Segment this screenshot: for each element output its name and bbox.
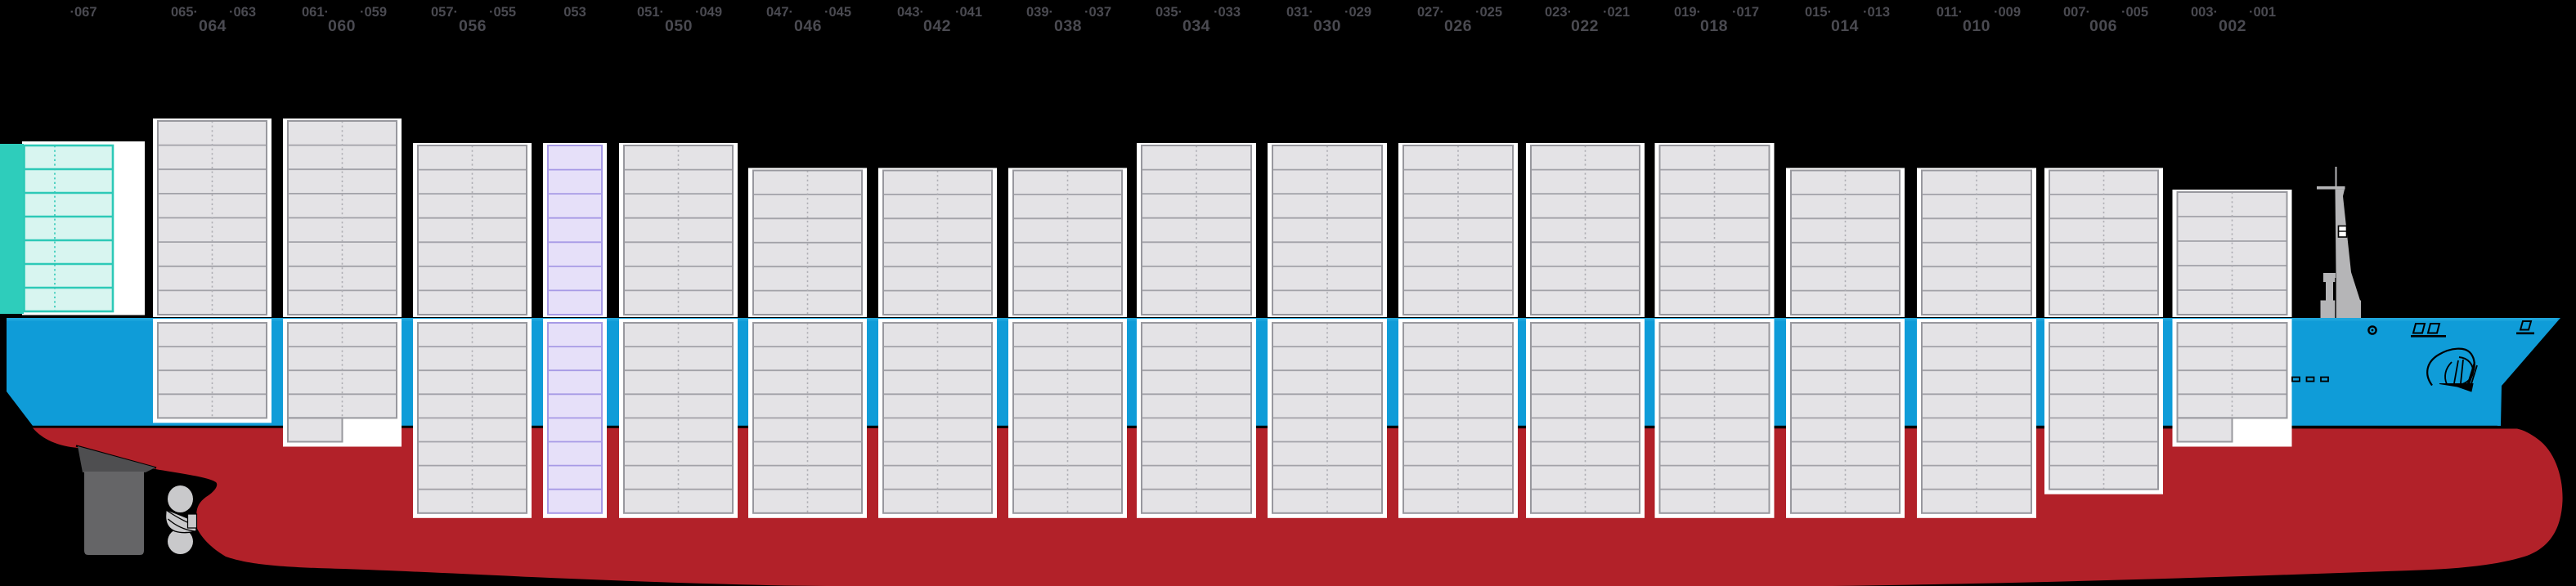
svg-text:·049: ·049 [695,5,722,20]
svg-text:011·: 011· [1936,5,1963,20]
svg-text:050: 050 [665,17,693,35]
svg-text:007·: 007· [2063,5,2090,20]
svg-text:·025: ·025 [1475,5,1502,20]
svg-text:064: 064 [199,17,227,35]
svg-text:·001: ·001 [2249,5,2276,20]
svg-text:039·: 039· [1026,5,1053,20]
svg-text:060: 060 [328,17,356,35]
svg-text:015·: 015· [1805,5,1832,20]
svg-text:018: 018 [1700,17,1728,35]
svg-text:047·: 047· [766,5,793,20]
svg-text:031·: 031· [1286,5,1313,20]
svg-text:051·: 051· [637,5,664,20]
svg-text:026: 026 [1444,17,1472,35]
svg-text:034: 034 [1183,17,1210,35]
svg-text:042: 042 [923,17,951,35]
svg-text:·059: ·059 [360,5,387,20]
svg-text:027·: 027· [1417,5,1444,20]
svg-text:046: 046 [794,17,822,35]
svg-text:038: 038 [1054,17,1082,35]
svg-text:022: 022 [1571,17,1599,35]
svg-text:·009: ·009 [1994,5,2021,20]
svg-text:061·: 061· [302,5,329,20]
svg-text:035·: 035· [1156,5,1183,20]
svg-text:·021: ·021 [1603,5,1630,20]
svg-text:006: 006 [2089,17,2117,35]
svg-text:·017: ·017 [1732,5,1759,20]
svg-text:·037: ·037 [1084,5,1111,20]
svg-text:·067: ·067 [70,5,96,20]
svg-text:019·: 019· [1674,5,1701,20]
svg-text:·041: ·041 [955,5,982,20]
svg-text:003·: 003· [2191,5,2218,20]
svg-text:057·: 057· [431,5,458,20]
svg-text:010: 010 [1963,17,1990,35]
svg-text:056: 056 [459,17,487,35]
svg-text:·063: ·063 [229,5,256,20]
svg-text:002: 002 [2219,17,2246,35]
svg-text:014: 014 [1831,17,1859,35]
svg-text:·013: ·013 [1863,5,1890,20]
svg-text:065·: 065· [171,5,198,20]
svg-text:030: 030 [1313,17,1341,35]
svg-text:·029: ·029 [1344,5,1371,20]
svg-text:·033: ·033 [1214,5,1241,20]
svg-text:023·: 023· [1545,5,1572,20]
svg-text:·005: ·005 [2121,5,2148,20]
svg-text:053: 053 [563,5,586,20]
svg-text:043·: 043· [897,5,924,20]
svg-text:·055: ·055 [489,5,516,20]
svg-text:·045: ·045 [824,5,851,20]
